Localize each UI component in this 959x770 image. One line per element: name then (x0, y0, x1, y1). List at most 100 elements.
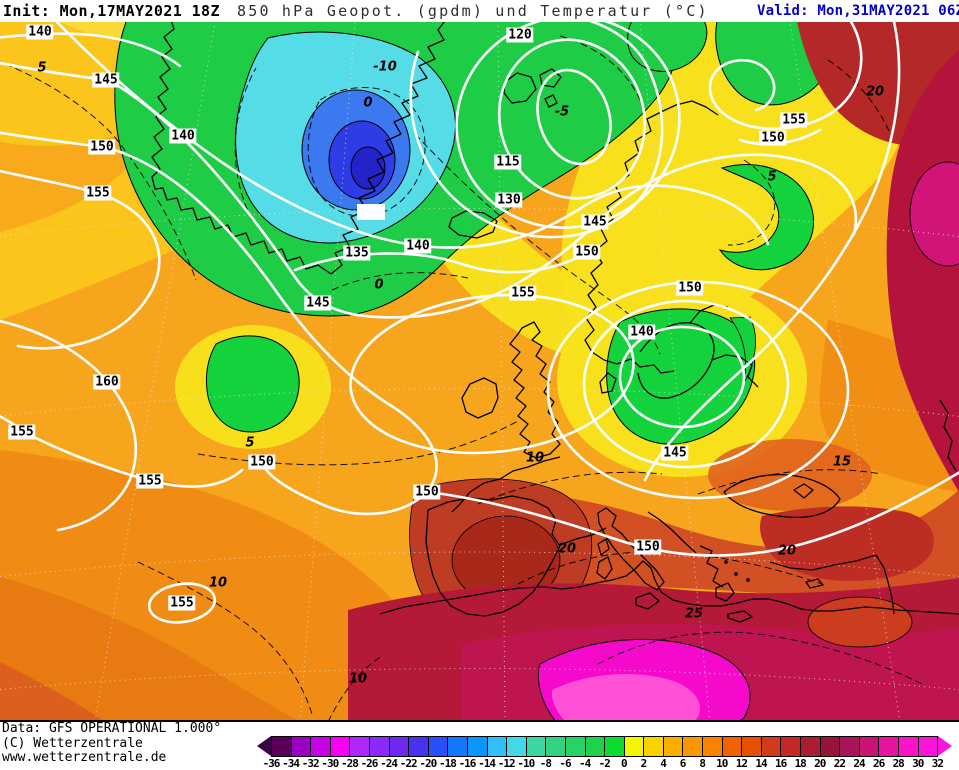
geopotential-label: 150 (676, 280, 704, 296)
colorbar-cell (525, 736, 546, 757)
geopotential-label: 155 (136, 473, 164, 489)
geopotential-label: 115 (494, 154, 522, 170)
temperature-colorbar: -36 -34 -32 -30 -28 -26 -24 -22 -20 -18 -16 -14 -12-… (257, 736, 957, 770)
geopotential-label: 135 (343, 245, 371, 261)
geopotential-label: 145 (661, 445, 689, 461)
geopotential-label: 140 (404, 238, 432, 254)
weather-map: 140 145 150 155 140 160 155 155 155 150 145 135 140 1… (0, 22, 959, 722)
colorbar-cell (721, 736, 742, 757)
colorbar-cell (349, 736, 369, 757)
geopotential-label: 155 (780, 112, 808, 128)
colorbar-cell (702, 736, 722, 757)
colorbar-cell (682, 736, 703, 757)
colorbar-cell (662, 736, 683, 757)
colorbar-tick: -12 (497, 757, 516, 770)
temperature-label: 10 (525, 450, 545, 466)
map-canvas (0, 22, 959, 720)
colorbar-cell (271, 736, 291, 757)
colorbar-tick: 14 (755, 757, 767, 770)
colorbar-tick: -34 (282, 757, 300, 770)
colorbar-tick: 8 (699, 757, 706, 770)
geopotential-label: 140 (628, 324, 656, 340)
colorbar-tick: 6 (679, 757, 687, 770)
colorbar-cell (898, 736, 918, 757)
geopotential-label: 150 (759, 130, 787, 146)
colorbar-tick: 10 (716, 757, 728, 770)
colorbar-cell (388, 736, 409, 757)
website-link[interactable]: www.wetterzentrale.de (2, 750, 167, 765)
colorbar-cell (310, 736, 330, 757)
temperature-label: -5 (554, 104, 570, 120)
temperature-label: 0 (374, 277, 384, 293)
colorbar-tick: -28 (340, 757, 359, 770)
temperature-label: 5 (37, 60, 47, 76)
colorbar-tick: 24 (853, 757, 865, 770)
colorbar-cell (290, 736, 311, 757)
colorbar-cell (839, 736, 859, 757)
colorbar-tick: -24 (380, 757, 398, 770)
temperature-label: 20 (557, 541, 577, 557)
colorbar-cell (604, 736, 624, 757)
geopotential-label: 160 (93, 374, 121, 390)
geopotential-label: 130 (495, 192, 523, 208)
geopotential-label: 120 (506, 27, 534, 43)
geopotential-label: 155 (84, 185, 112, 201)
colorbar-cell (427, 736, 448, 757)
footer-bar: Data: GFS OPERATIONAL 1.000° (C) Wetterz… (0, 721, 959, 770)
colorbar-tick: -14 (478, 757, 496, 770)
colorbar-cell (623, 736, 644, 757)
colorbar-tick: 16 (774, 757, 787, 770)
temperature-label: 10 (208, 575, 228, 591)
valid-timestamp: Valid: Mon,31MAY2021 06Z (757, 3, 959, 19)
colorbar-tick: -16 (458, 757, 477, 770)
colorbar-tick: 12 (735, 757, 748, 770)
colorbar-tick: 18 (794, 757, 807, 770)
colorbar-cell (858, 736, 879, 757)
colorbar-cell (741, 736, 761, 757)
colorbar-tick: 2 (640, 757, 648, 770)
temperature-label: 5 (245, 435, 255, 451)
data-source-line: Data: GFS OPERATIONAL 1.000° (2, 721, 222, 736)
temperature-label: 20 (865, 84, 885, 100)
colorbar-tick: 26 (872, 757, 885, 770)
geopotential-label: 140 (169, 128, 197, 144)
colorbar-tick: -4 (578, 757, 591, 770)
colorbar-cell (917, 736, 939, 757)
colorbar-tick: -30 (321, 757, 339, 770)
geopotential-label: 155 (8, 424, 36, 440)
colorbar-cell (564, 736, 585, 757)
graticule (0, 22, 959, 720)
colorbar-cell (408, 736, 428, 757)
missing-data-patch (357, 204, 385, 220)
colorbar-cell (643, 736, 663, 757)
temperature-label: 20 (777, 543, 797, 559)
colorbar-cell (466, 736, 487, 757)
colorbar-tick: -32 (301, 757, 320, 770)
temperature-label: -10 (373, 59, 397, 75)
colorbar-cell (447, 736, 467, 757)
geopotential-label: 140 (26, 24, 54, 40)
colorbar-tick: 22 (833, 757, 846, 770)
colorbar-cell (329, 736, 350, 757)
geopotential-label: 150 (413, 484, 441, 500)
colorbar-tick: 0 (620, 757, 628, 770)
colorbar-cell (819, 736, 840, 757)
init-timestamp: Init: Mon,17MAY2021 18Z (3, 2, 220, 20)
colorbar-tick: 32 (931, 757, 944, 770)
map-labels: 140 145 150 155 140 160 155 155 155 150 145 135 140 1… (0, 22, 959, 720)
colorbar-tick: -6 (559, 757, 571, 770)
colorbar-tick: 30 (912, 757, 924, 770)
page-title: 850 hPa Geopot. (gpdm) und Temperatur (°… (237, 2, 709, 20)
colorbar-tick: -8 (539, 757, 552, 770)
copyright-line: (C) Wetterzentrale (2, 735, 143, 751)
geopotential-label: 150 (634, 539, 662, 555)
colorbar-tick: -36 (262, 757, 281, 770)
geopotential-label: 145 (92, 72, 120, 88)
colorbar-cell (760, 736, 781, 757)
colorbar-tick: -10 (517, 757, 535, 770)
geopotential-label: 155 (509, 285, 537, 301)
colorbar-tick: -2 (598, 757, 611, 770)
colorbar-cell (545, 736, 565, 757)
colorbar-tick: -20 (419, 757, 437, 770)
